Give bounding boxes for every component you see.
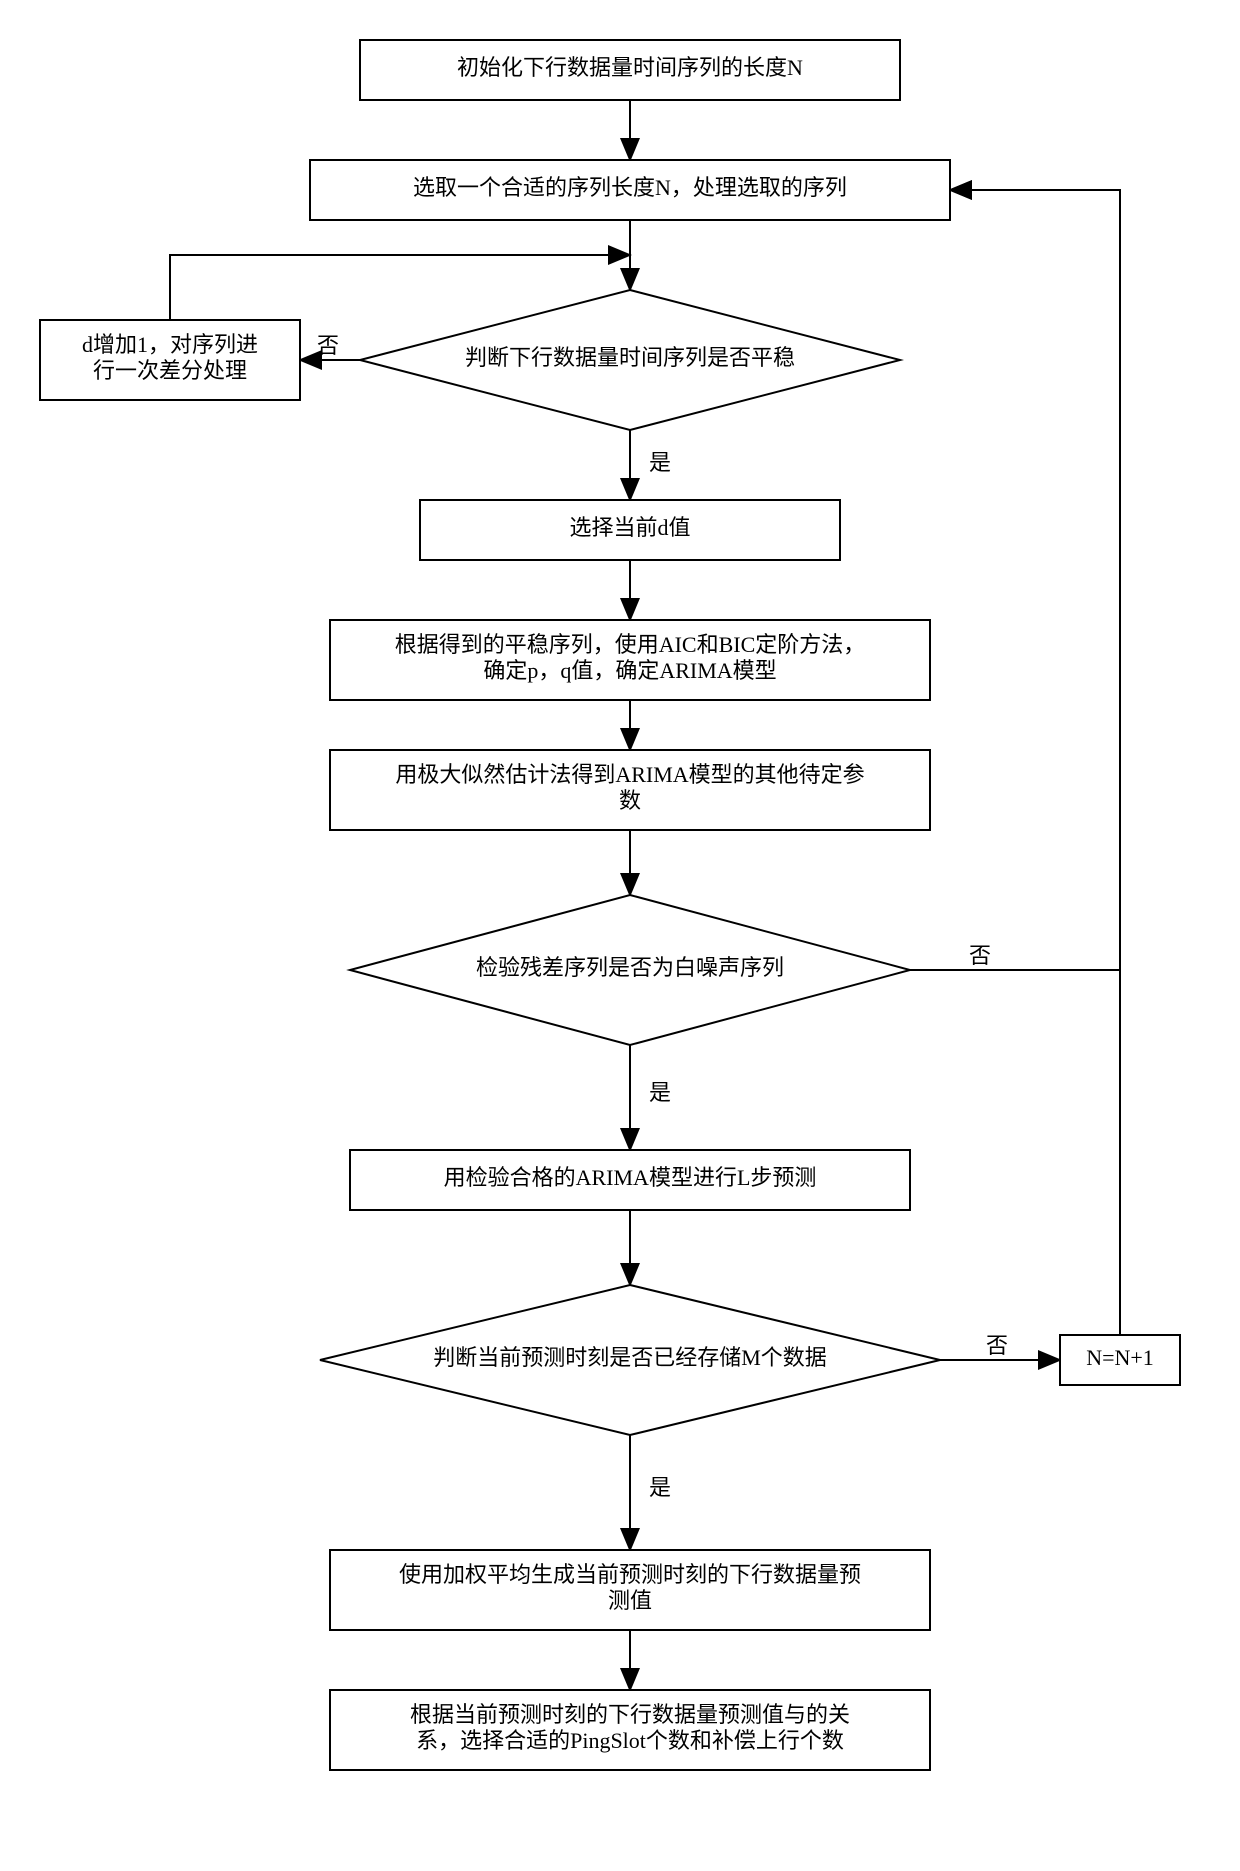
node-n7: 用极大似然估计法得到ARIMA模型的其他待定参数 [330,750,930,830]
node-n11-line-0: N=N+1 [1086,1345,1154,1370]
node-n6-line-0: 根据得到的平稳序列，使用AIC和BIC定阶方法， [395,632,866,657]
node-n1: 初始化下行数据量时间序列的长度N [360,40,900,100]
node-n12: 使用加权平均生成当前预测时刻的下行数据量预测值 [330,1550,930,1630]
edge-label-9: 是 [649,1080,671,1105]
node-n2: 选取一个合适的序列长度N，处理选取的序列 [310,160,950,220]
node-n3: 判断下行数据量时间序列是否平稳 [360,290,900,430]
node-n9-line-0: 用检验合格的ARIMA模型进行L步预测 [444,1165,817,1190]
node-n13-line-1: 系，选择合适的PingSlot个数和补偿上行个数 [416,1728,844,1753]
edge-label-11: 否 [986,1333,1008,1358]
node-layer: 初始化下行数据量时间序列的长度N 选取一个合适的序列长度N，处理选取的序列判断下行… [40,40,1180,1770]
node-n11: N=N+1 [1060,1335,1180,1385]
node-n1-line-0: 初始化下行数据量时间序列的长度N [457,55,803,80]
node-n4: d增加1，对序列进行一次差分处理 [40,320,300,400]
node-n5-line-0: 选择当前d值 [569,515,690,540]
edge-label-8: 否 [969,943,991,968]
flowchart-svg: 否是否是否是初始化下行数据量时间序列的长度N选取一个合适的序列长度N，处理选取的… [20,20,1240,1851]
node-n2-line-0: 选取一个合适的序列长度N，处理选取的序列 [413,175,847,200]
node-n6: 根据得到的平稳序列，使用AIC和BIC定阶方法，确定p，q值，确定ARIMA模型 [330,620,930,700]
node-n12-line-0: 使用加权平均生成当前预测时刻的下行数据量预 [399,1562,861,1587]
node-n13: 根据当前预测时刻的下行数据量预测值与的关系，选择合适的PingSlot个数和补偿… [330,1690,930,1770]
edge-8 [910,190,1120,970]
node-n12-line-1: 测值 [608,1588,652,1613]
node-n4-line-0: d增加1，对序列进 [82,332,258,357]
edge-label-13: 是 [649,1475,671,1500]
edge-12 [950,190,1120,1335]
node-n8: 检验残差序列是否为白噪声序列 [350,895,910,1045]
node-n8-line-0: 检验残差序列是否为白噪声序列 [476,955,784,980]
node-n3-line-0: 判断下行数据量时间序列是否平稳 [465,345,795,370]
node-n10-line-0: 判断当前预测时刻是否已经存储M个数据 [433,1345,827,1370]
node-n4-line-1: 行一次差分处理 [93,358,247,383]
node-n7-line-0: 用极大似然估计法得到ARIMA模型的其他待定参 [395,762,864,787]
edge-label-2: 否 [317,333,339,358]
node-n13-line-0: 根据当前预测时刻的下行数据量预测值与的关 [410,1702,850,1727]
node-n6-line-1: 确定p，q值，确定ARIMA模型 [483,658,776,683]
edge-label-4: 是 [649,450,671,475]
node-n7-line-1: 数 [619,788,641,813]
node-n9: 用检验合格的ARIMA模型进行L步预测 [350,1150,910,1210]
node-n5: 选择当前d值 [420,500,840,560]
node-n10: 判断当前预测时刻是否已经存储M个数据 [320,1285,940,1435]
